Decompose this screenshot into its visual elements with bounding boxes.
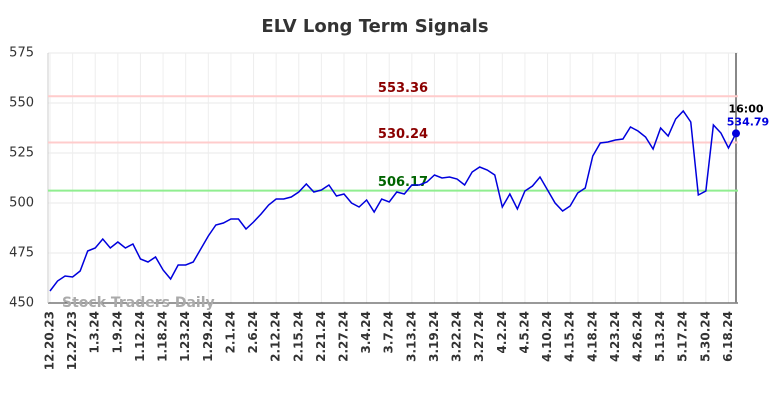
x-tick-label: 1.23.24 bbox=[178, 311, 192, 362]
watermark: Stock Traders Daily bbox=[62, 295, 215, 311]
x-tick-label: 4.2.24 bbox=[495, 311, 509, 354]
x-tick-label: 1.12.24 bbox=[133, 311, 147, 362]
x-tick-label: 5.30.24 bbox=[698, 311, 712, 362]
x-tick-label: 1.18.24 bbox=[156, 311, 170, 362]
signal-label: 506.17 bbox=[378, 175, 428, 190]
x-tick-label: 12.27.23 bbox=[65, 311, 79, 370]
x-tick-label: 4.15.24 bbox=[563, 311, 577, 362]
chart-title: ELV Long Term Signals bbox=[261, 16, 488, 37]
x-tick-label: 2.6.24 bbox=[246, 311, 260, 354]
x-tick-label: 12.20.23 bbox=[43, 311, 57, 370]
x-tick-label: 2.1.24 bbox=[223, 311, 237, 354]
x-tick-label: 3.27.24 bbox=[472, 311, 486, 362]
x-tick-label: 2.15.24 bbox=[291, 311, 305, 362]
last-value: 534.79 bbox=[727, 115, 769, 128]
y-tick-label: 575 bbox=[9, 46, 34, 61]
x-tick-label: 4.5.24 bbox=[517, 311, 531, 354]
x-tick-label: 3.4.24 bbox=[359, 311, 373, 354]
x-tick-label: 3.13.24 bbox=[404, 311, 418, 362]
x-tick-label: 5.13.24 bbox=[653, 311, 667, 362]
x-tick-label: 4.26.24 bbox=[631, 311, 645, 362]
x-tick-label: 3.7.24 bbox=[382, 311, 396, 354]
last-time: 16:00 bbox=[728, 102, 763, 115]
x-tick-label: 2.21.24 bbox=[314, 311, 328, 362]
x-tick-label: 4.23.24 bbox=[608, 311, 622, 362]
y-tick-label: 525 bbox=[9, 146, 34, 161]
signal-label: 530.24 bbox=[378, 127, 428, 142]
last-point bbox=[732, 129, 740, 138]
x-tick-label: 2.27.24 bbox=[337, 311, 351, 362]
x-tick-label: 3.22.24 bbox=[450, 311, 464, 362]
x-tick-label: 4.10.24 bbox=[540, 311, 554, 362]
x-tick-label: 3.19.24 bbox=[427, 311, 441, 362]
x-tick-label: 2.12.24 bbox=[269, 311, 283, 362]
signal-label: 553.36 bbox=[378, 81, 428, 96]
price-line bbox=[49, 109, 737, 292]
y-tick-label: 500 bbox=[9, 196, 34, 211]
x-tick-label: 1.3.24 bbox=[88, 311, 102, 354]
y-tick-label: 450 bbox=[9, 296, 34, 311]
y-tick-label: 550 bbox=[9, 96, 34, 111]
x-tick-label: 5.17.24 bbox=[676, 311, 690, 362]
x-tick-label: 4.18.24 bbox=[585, 311, 599, 362]
y-tick-label: 475 bbox=[9, 246, 34, 261]
x-tick-label: 6.18.24 bbox=[721, 311, 735, 362]
x-tick-label: 1.29.24 bbox=[201, 311, 215, 362]
x-tick-label: 1.9.24 bbox=[110, 311, 124, 354]
